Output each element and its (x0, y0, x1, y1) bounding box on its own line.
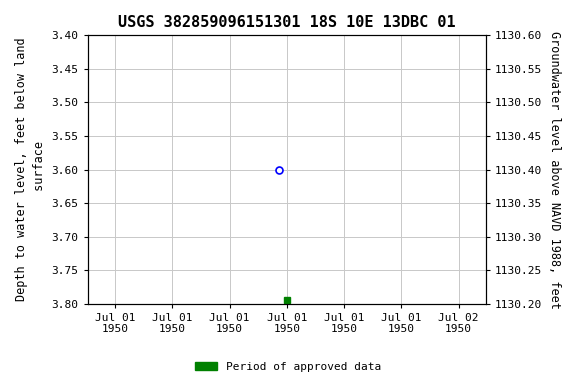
Legend: Period of approved data: Period of approved data (191, 358, 385, 377)
Y-axis label: Depth to water level, feet below land
 surface: Depth to water level, feet below land su… (15, 38, 46, 301)
Y-axis label: Groundwater level above NAVD 1988, feet: Groundwater level above NAVD 1988, feet (548, 31, 561, 308)
Title: USGS 382859096151301 18S 10E 13DBC 01: USGS 382859096151301 18S 10E 13DBC 01 (118, 15, 456, 30)
